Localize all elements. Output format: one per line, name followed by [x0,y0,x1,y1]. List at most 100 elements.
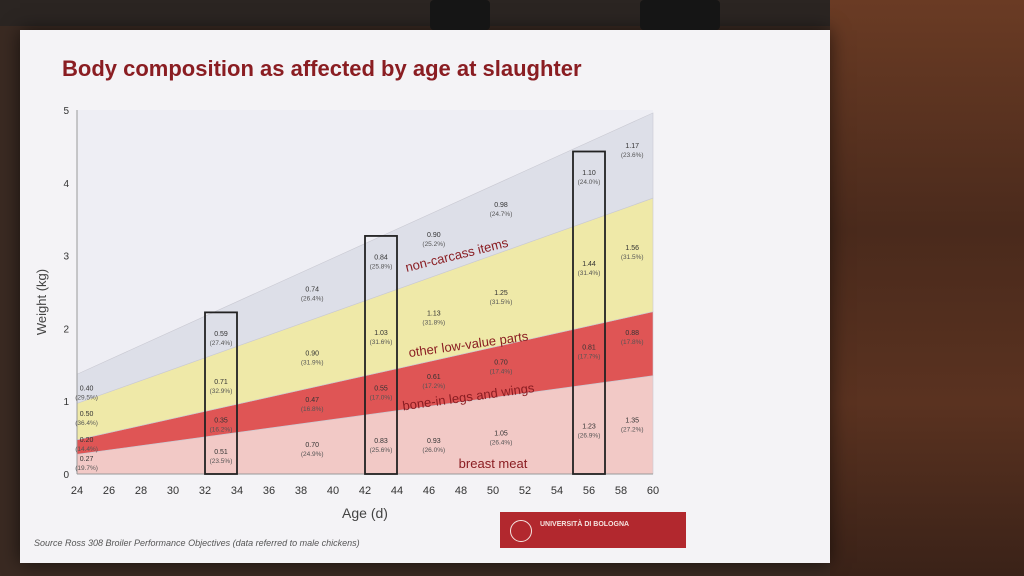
data-label-percent: (26.4%) [490,440,513,447]
data-label-percent: (19.7%) [75,465,98,472]
data-label-percent: (31.6%) [370,339,393,346]
data-label-percent: (24.0%) [578,179,601,186]
y-tick-label: 1 [63,397,69,408]
data-label: 0.61 [427,374,441,381]
data-label-percent: (14.4%) [75,446,98,453]
data-label-percent: (31.4%) [578,270,601,277]
data-label: 1.56 [625,245,639,252]
data-label-percent: (17.0%) [370,394,393,401]
stage-light [430,0,490,30]
age-highlight-box [572,150,606,475]
x-tick-label: 56 [583,485,595,497]
x-tick-label: 34 [231,485,243,497]
data-label: 1.03 [374,330,388,337]
university-seal [510,520,532,542]
data-label-percent: (17.8%) [621,339,644,346]
y-tick-label: 2 [63,324,69,335]
x-tick-label: 44 [391,485,403,497]
x-tick-label: 60 [647,485,659,497]
data-label: 0.70 [305,442,319,449]
logo-text: UNIVERSITÀ DI BOLOGNA [540,521,630,528]
data-label-percent: (25.6%) [370,447,393,454]
data-label: 1.13 [427,310,441,317]
y-tick-label: 0 [63,470,69,481]
x-tick-label: 32 [199,485,211,497]
data-label: 0.20 [80,437,94,444]
y-tick-label: 3 [63,252,69,263]
y-axis-label: Weight (kg) [34,269,49,335]
data-label-percent: (23.6%) [621,152,644,159]
x-tick-label: 42 [359,485,371,497]
data-label-percent: (17.4%) [490,368,513,375]
data-label: 0.90 [427,232,441,239]
data-label: 0.84 [374,254,388,261]
data-label-percent: (24.7%) [490,211,513,218]
data-label-percent: (16.2%) [210,426,233,433]
data-label-percent: (31.9%) [301,360,324,367]
data-label: 1.44 [582,261,596,268]
data-label-percent: (31.8%) [422,319,445,326]
x-tick-label: 36 [263,485,275,497]
data-label: 1.25 [494,290,508,297]
x-tick-label: 54 [551,485,563,497]
data-label: 0.35 [214,417,228,424]
data-label: 0.55 [374,385,388,392]
data-label-percent: (25.2%) [422,241,445,248]
data-label: 0.81 [582,345,596,352]
x-tick-label: 30 [167,485,179,497]
data-label: 0.51 [214,449,228,456]
x-tick-label: 58 [615,485,627,497]
data-label-percent: (23.5%) [210,458,233,465]
university-logo: UNIVERSITÀ DI BOLOGNA [500,512,686,548]
data-label-percent: (31.5%) [490,299,513,306]
x-tick-label: 50 [487,485,499,497]
data-label: 0.93 [427,438,441,445]
data-label: 1.10 [582,170,596,177]
stage-light [640,0,720,30]
data-label: 0.27 [80,456,94,463]
x-tick-label: 40 [327,485,339,497]
x-tick-label: 46 [423,485,435,497]
data-label-percent: (25.8%) [370,263,393,270]
age-highlight-box [364,235,398,475]
data-label-percent: (24.9%) [301,451,324,458]
chart-title: Body composition as affected by age at s… [62,56,582,81]
x-tick-label: 38 [295,485,307,497]
x-tick-label: 28 [135,485,147,497]
data-label: 1.23 [582,423,596,430]
x-axis-label: Age (d) [342,505,388,521]
data-label-percent: (27.4%) [210,340,233,347]
data-label: 0.59 [214,331,228,338]
data-label-percent: (36.4%) [75,420,98,427]
data-label: 0.70 [494,359,508,366]
x-tick-label: 26 [103,485,115,497]
data-label: 0.47 [305,397,319,404]
data-label: 0.98 [494,202,508,209]
wall-panel [830,0,1024,576]
data-label-percent: (27.2%) [621,426,644,433]
data-label: 0.40 [80,385,94,392]
data-label-percent: (26.9%) [578,432,601,439]
data-label: 0.90 [305,351,319,358]
y-tick-label: 5 [63,106,69,117]
data-label: 0.50 [80,411,94,418]
data-label-percent: (17.7%) [578,354,601,361]
source-note: Source Ross 308 Broiler Performance Obje… [34,538,360,548]
data-label: 1.05 [494,431,508,438]
data-label: 1.35 [625,417,639,424]
data-label-percent: (16.8%) [301,406,324,413]
data-label: 1.17 [625,143,639,150]
x-tick-label: 48 [455,485,467,497]
data-label-percent: (32.9%) [210,388,233,395]
age-highlight-box [204,311,238,475]
x-tick-label: 24 [71,485,83,497]
band-label: breast meat [459,456,528,471]
data-label: 0.88 [625,330,639,337]
data-label-percent: (31.5%) [621,254,644,261]
data-label-percent: (26.4%) [301,295,324,302]
data-label: 0.71 [214,379,228,386]
data-label-percent: (17.2%) [422,383,445,390]
data-label: 0.74 [305,286,319,293]
